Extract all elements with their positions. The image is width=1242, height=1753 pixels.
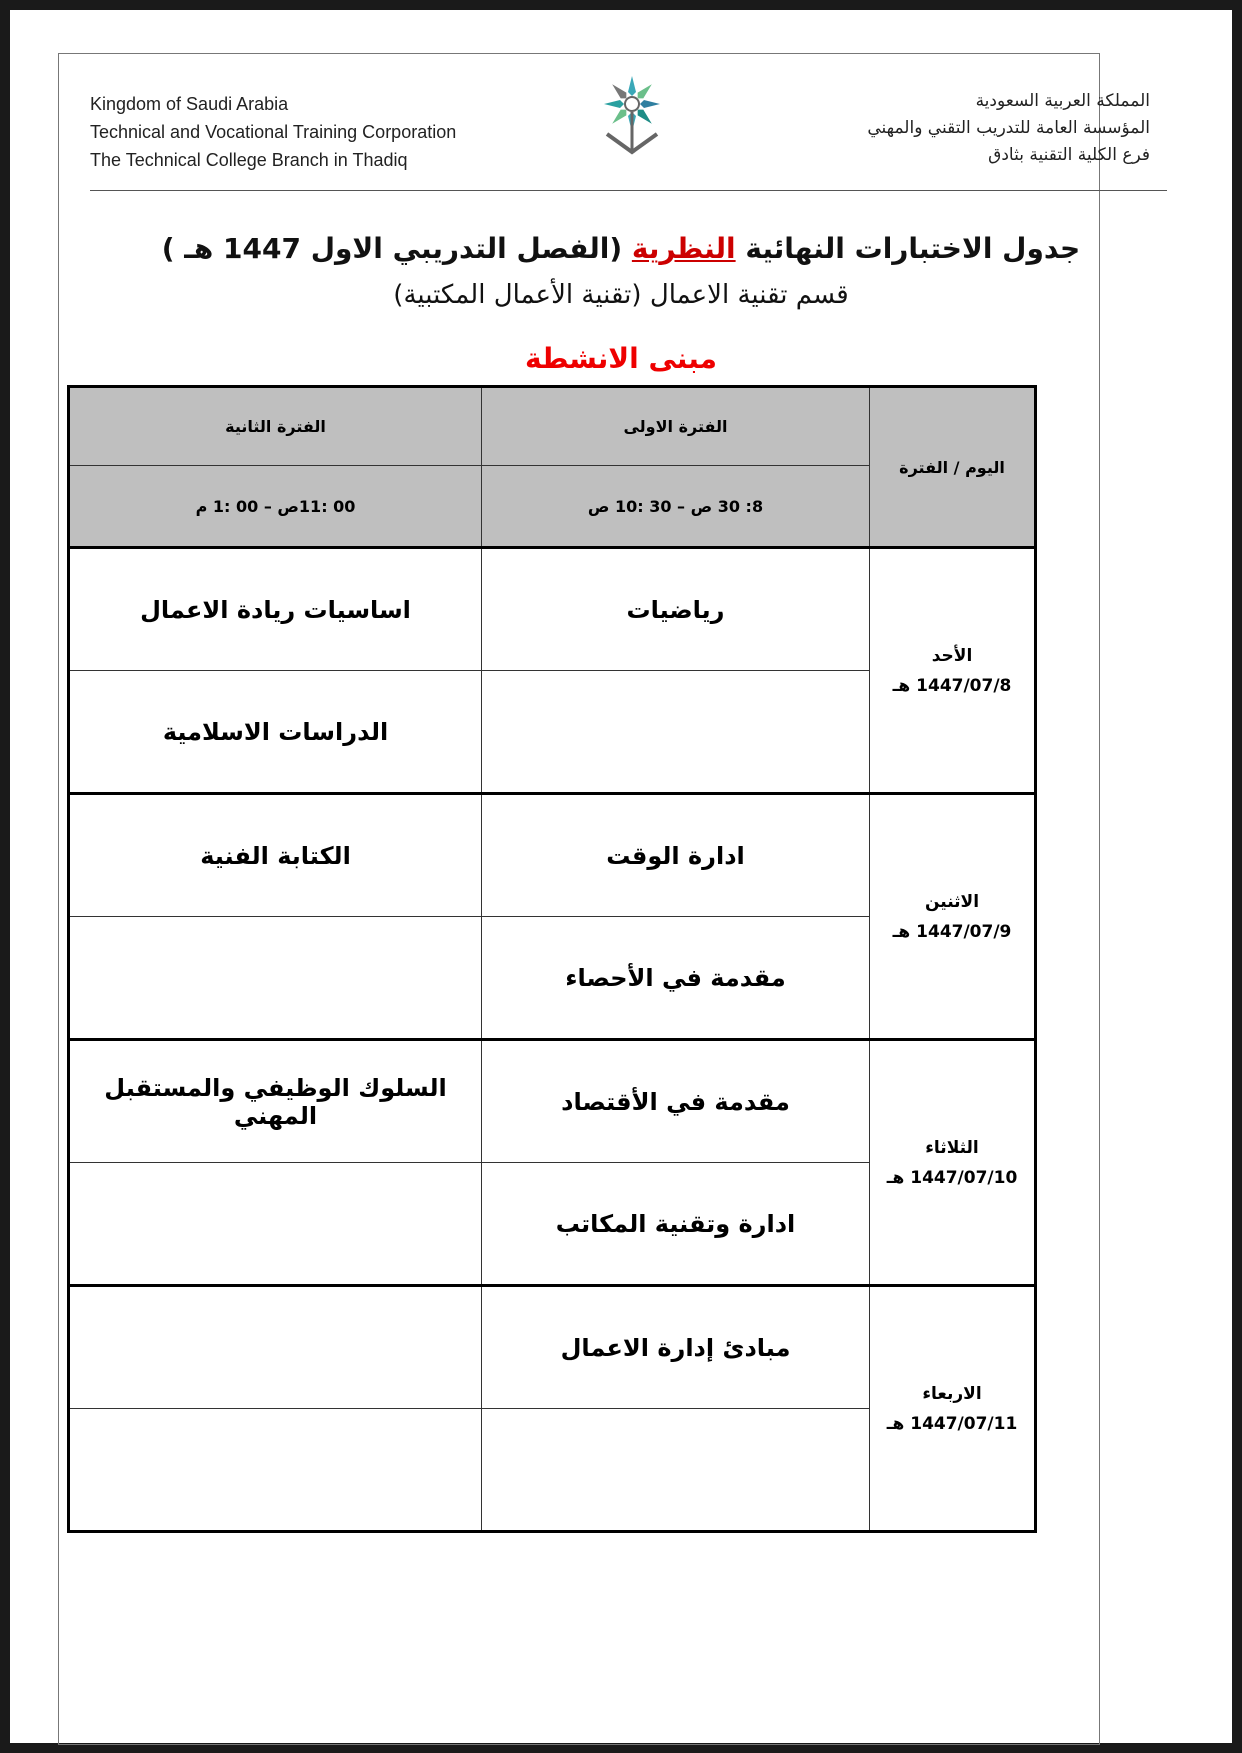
exam-schedule-table: اليوم / الفترة الفترة الاولى الفترة الثا… — [67, 385, 1037, 1533]
day-name: الاثنين — [924, 891, 980, 912]
period2-exam: اساسيات ريادة الاعمال — [68, 546, 482, 671]
page-border — [58, 53, 1100, 1745]
period2-exam — [68, 1162, 482, 1286]
period1-exam: ادارة وتقنية المكاتب — [481, 1162, 870, 1286]
table-row: مقدمة في الأحصاء — [68, 916, 1036, 1040]
period2-exam — [68, 1408, 482, 1532]
period1-exam: مقدمة في الأقتصاد — [481, 1038, 870, 1163]
table-row: الدراسات الاسلامية — [68, 670, 1036, 794]
title-text: (الفصل التدريبي الاول 1447 هـ ) — [161, 232, 632, 265]
period2-exam: السلوك الوظيفي والمستقبل المهني — [68, 1038, 482, 1163]
period2-exam — [68, 916, 482, 1040]
day-name: الأحد — [931, 645, 973, 666]
period2-exam: الكتابة الفنية — [68, 792, 482, 917]
day-name: الاربعاء — [922, 1383, 982, 1404]
table-row: الاربعاء 1447/07/11 هـ مبادئ إدارة الاعمال — [68, 1284, 1036, 1532]
period1-exam: ادارة الوقت — [481, 792, 870, 917]
arabic-header: المملكة العربية السعودية المؤسسة العامة … — [867, 88, 1150, 169]
period2-time: 00 :11ص – 00 :1 م — [68, 465, 482, 548]
table-row: الثلاثاء 1447/07/10 هـ مقدمة في الأقتصاد ال… — [68, 1038, 1036, 1286]
day-cell: الاربعاء 1447/07/11 هـ — [869, 1284, 1036, 1532]
building-name: مبنى الانشطة — [525, 342, 717, 375]
period1-exam — [481, 670, 870, 794]
day-date: 1447/07/9 هـ — [892, 921, 1012, 942]
header-line: Kingdom of Saudi Arabia — [90, 94, 289, 114]
period1-exam: مبادئ إدارة الاعمال — [481, 1284, 870, 1409]
day-name: الثلاثاء — [925, 1137, 979, 1158]
period2-exam — [68, 1284, 482, 1409]
period2-exam: الدراسات الاسلامية — [68, 670, 482, 794]
period2-header: الفترة الثانية — [68, 386, 482, 466]
day-cell: الاثنين 1447/07/9 هـ — [869, 792, 1036, 1040]
period1-exam: مقدمة في الأحصاء — [481, 916, 870, 1040]
department-subtitle: قسم تقنية الاعمال (تقنية الأعمال المكتبي… — [393, 280, 849, 310]
header-line: المؤسسة العامة للتدريب التقني والمهني — [867, 118, 1150, 138]
page-title: جدول الاختبارات النهائية النظرية (الفصل … — [10, 232, 1232, 265]
period1-exam: رياضيات — [481, 546, 870, 671]
table-row: الاثنين 1447/07/9 هـ ادارة الوقت الكتابة ال… — [68, 792, 1036, 1040]
header-line: Technical and Vocational Training Corpor… — [90, 122, 457, 142]
day-cell: الثلاثاء 1447/07/10 هـ — [869, 1038, 1036, 1286]
day-cell: الأحد 1447/07/8 هـ — [869, 546, 1036, 794]
table-row: ادارة وتقنية المكاتب — [68, 1162, 1036, 1286]
table-row — [68, 1408, 1036, 1532]
period1-header: الفترة الاولى — [481, 386, 870, 466]
header-line: فرع الكلية التقنية بثادق — [988, 145, 1150, 165]
title-highlight: النظرية — [631, 232, 736, 265]
table-row: الأحد 1447/07/8 هـ رياضيات اساسيات ريادة ال… — [68, 546, 1036, 794]
document-page: Kingdom of Saudi Arabia Technical and Vo… — [10, 10, 1232, 1745]
header-line: The Technical College Branch in Thadiq — [90, 150, 408, 170]
english-header: Kingdom of Saudi Arabia Technical and Vo… — [90, 90, 456, 174]
header-divider — [90, 190, 1167, 191]
period1-time: 8: 30 ص – 30 :10 ص — [481, 465, 870, 548]
day-date: 1447/07/11 هـ — [886, 1413, 1018, 1434]
period1-exam — [481, 1408, 870, 1532]
header-line: المملكة العربية السعودية — [975, 91, 1150, 111]
day-date: 1447/07/10 هـ — [886, 1167, 1018, 1188]
day-date: 1447/07/8 هـ — [892, 675, 1012, 696]
tvtc-logo-icon — [604, 76, 660, 155]
title-text: جدول الاختبارات النهائية — [735, 232, 1081, 265]
day-period-header: اليوم / الفترة — [869, 386, 1036, 548]
